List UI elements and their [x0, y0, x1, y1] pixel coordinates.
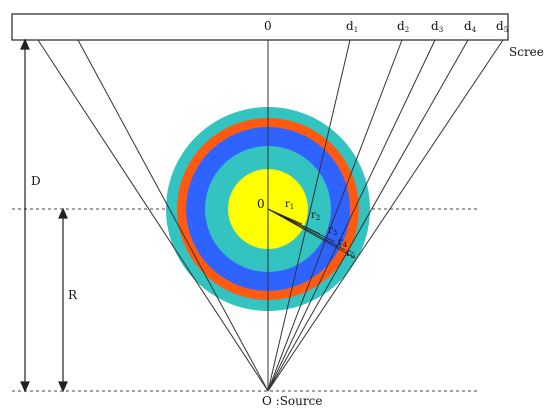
d-arrow [20, 38, 30, 393]
center-label: 0 [257, 197, 265, 211]
rays [37, 39, 504, 392]
r-label: R [68, 288, 78, 302]
screen-mark-d5: d5 [496, 19, 508, 34]
ray-left-outer [37, 39, 269, 392]
ray-d1 [267, 39, 351, 392]
screen-label: Scree [509, 45, 544, 59]
screen-mark-d4: d4 [464, 19, 477, 34]
radius-label-r3: r3 [328, 225, 337, 237]
ray-d5 [267, 39, 504, 392]
screen-mark-d2: d2 [397, 19, 409, 34]
radius-lines [267, 208, 356, 259]
d-label: D [31, 174, 41, 188]
radius-label-r1: r1 [285, 199, 294, 211]
ray-d2 [267, 39, 403, 392]
radius-line-5 [267, 208, 356, 259]
radius-label-r5: r5 [346, 248, 355, 260]
r-arrow [58, 207, 68, 393]
radius-label-r4: r4 [338, 237, 348, 249]
radius-label-r2: r2 [311, 210, 320, 222]
ray-left-inner [77, 39, 269, 392]
screen-mark-d1: d1 [346, 19, 358, 34]
ray-d4 [267, 39, 469, 392]
center-top-label: 0 [264, 19, 272, 33]
ray-d3 [267, 39, 436, 392]
screen-bar [11, 13, 509, 41]
screen-mark-d3: d3 [431, 19, 443, 34]
source-label: O :Source [262, 394, 322, 408]
